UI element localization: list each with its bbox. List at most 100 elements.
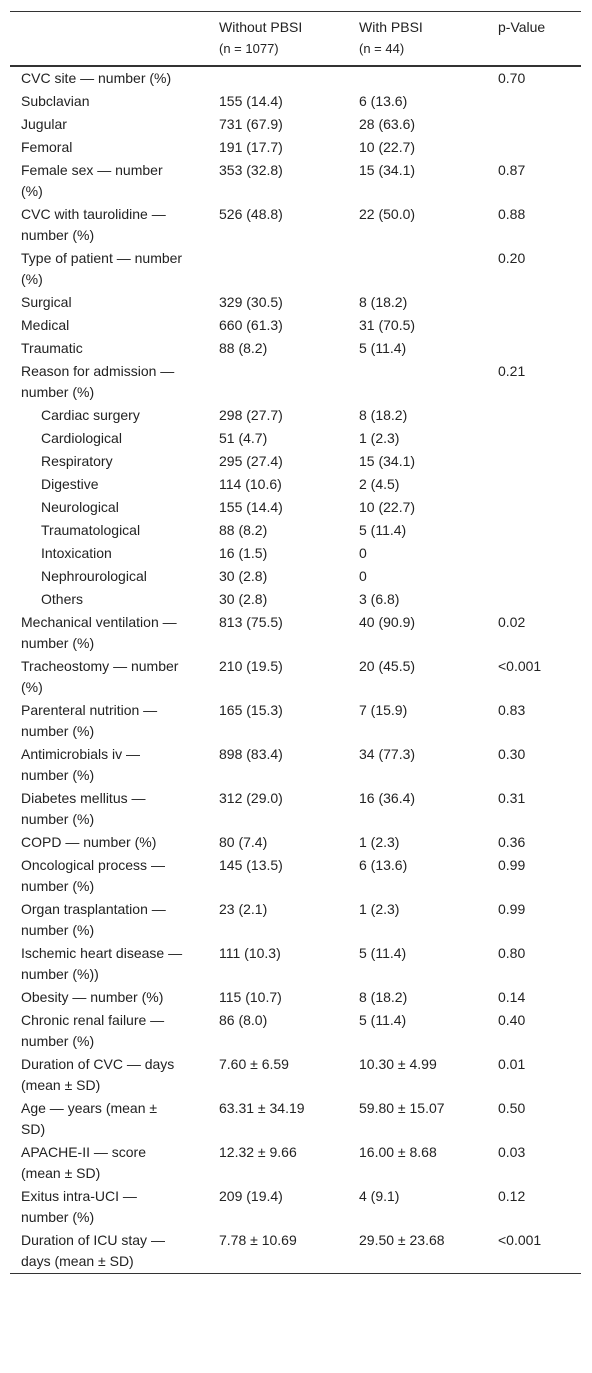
row-label: Subclavian [10,90,219,113]
cell-value: 8 (18.2) [359,989,408,1005]
label-text: CVC site — number (%) [21,70,172,86]
cell: 7.60 ± 6.59 [219,1053,359,1097]
row-label: Exitus intra-UCI — number (%) [10,1185,219,1229]
row-label: Femoral [10,136,219,159]
label-text: Female sex — number (%) [21,162,163,199]
cell: 88 (8.2) [219,519,359,542]
label-text: Femoral [21,139,73,155]
row-label: Female sex — number (%) [10,159,219,203]
label-text: Chronic renal failure — number (%) [21,1012,165,1049]
label-text: Intoxication [41,545,112,561]
header-title: p-Value [498,19,546,35]
cell-value: 165 (15.3) [219,702,283,718]
cell-value: 0.99 [498,901,526,917]
cell: 898 (83.4) [219,743,359,787]
label-text: Digestive [41,476,99,492]
row-label: CVC site — number (%) [10,66,219,90]
row-label: Traumatic [10,337,219,360]
label-text: Traumatological [41,522,141,538]
cell: 6 (13.6) [359,854,498,898]
cell: 3 (6.8) [359,588,498,611]
cell: 731 (67.9) [219,113,359,136]
label-text: Duration of ICU stay — days (mean ± SD) [21,1232,165,1269]
cell-value: 353 (32.8) [219,162,283,178]
cell [498,291,581,314]
row-label: Reason for admission — number (%) [10,360,219,404]
row-label: Diabetes mellitus — number (%) [10,787,219,831]
cell-value: 88 (8.2) [219,522,268,538]
cell-value: 59.80 ± 15.07 [359,1100,445,1116]
cell: 16 (1.5) [219,542,359,565]
table-row: Cardiological 51 (4.7) 1 (2.3) [10,427,581,450]
cell-value: 0.87 [498,162,526,178]
cell: 0 [359,542,498,565]
row-label: Others [10,588,219,611]
cell: 0.12 [498,1185,581,1229]
cell-value: 80 (7.4) [219,834,268,850]
row-label: Antimicrobials iv — number (%) [10,743,219,787]
data-table: Without PBSI (n = 1077) With PBSI (n = 44) p… [10,11,581,1274]
cell-value: 0 [359,545,367,561]
cell: 0.99 [498,898,581,942]
label-text: Parenteral nutrition — number (%) [21,702,158,739]
table-row: COPD — number (%) 80 (7.4) 1 (2.3) 0.36 [10,831,581,854]
cell: 0.50 [498,1097,581,1141]
cell: 0.87 [498,159,581,203]
cell-value: 813 (75.5) [219,614,283,630]
cell-value: 898 (83.4) [219,746,283,762]
label-text: Organ trasplantation — number (%) [21,901,166,938]
table-header: Without PBSI (n = 1077) With PBSI (n = 44) p… [10,11,581,66]
cell-value: 312 (29.0) [219,790,283,806]
table-row: Parenteral nutrition — number (%) 165 (15… [10,699,581,743]
cell-value: 0.12 [498,1188,526,1204]
cell: 312 (29.0) [219,787,359,831]
cell: 115 (10.7) [219,986,359,1009]
table-row: Intoxication 16 (1.5) 0 [10,542,581,565]
row-label: Obesity — number (%) [10,986,219,1009]
cell: 329 (30.5) [219,291,359,314]
label-text: Jugular [21,116,67,132]
table-row: Subclavian 155 (14.4) 6 (13.6) [10,90,581,113]
cell-value: 5 (11.4) [359,945,407,961]
cell-value: 10 (22.7) [359,139,416,155]
row-label: Organ trasplantation — number (%) [10,898,219,942]
cell: 155 (14.4) [219,90,359,113]
table-row: Medical 660 (61.3) 31 (70.5) [10,314,581,337]
cell: 210 (19.5) [219,655,359,699]
cell-value: 16 (1.5) [219,545,268,561]
row-label: Surgical [10,291,219,314]
cell-value: 0.02 [498,614,526,630]
cell: 20 (45.5) [359,655,498,699]
table-row: CVC site — number (%) 0.70 [10,66,581,90]
cell-value: 34 (77.3) [359,746,416,762]
table-row: Duration of ICU stay — days (mean ± SD) 7… [10,1229,581,1274]
cell-value: 10.30 ± 4.99 [359,1056,437,1072]
table-body: CVC site — number (%) 0.70 Subclavian 155 (… [10,66,581,1274]
cell-value: 0.83 [498,702,526,718]
cell-value: 145 (13.5) [219,857,283,873]
cell-value: 3 (6.8) [359,591,400,607]
cell-value: 114 (10.6) [219,476,282,492]
cell [498,519,581,542]
cell-value: 8 (18.2) [359,294,408,310]
row-label: Neurological [10,496,219,519]
table-row: Traumatological 88 (8.2) 5 (11.4) [10,519,581,542]
cell: 209 (19.4) [219,1185,359,1229]
header-title: Without PBSI [219,19,303,35]
cell-value: 111 (10.3) [219,945,281,961]
cell-value: 526 (48.8) [219,206,283,222]
label-text: Medical [21,317,70,333]
table-row: Nephrourological 30 (2.8) 0 [10,565,581,588]
cell [498,588,581,611]
cell-value: 7.60 ± 6.59 [219,1056,289,1072]
cell: 10 (22.7) [359,496,498,519]
cell-value: 0.14 [498,989,526,1005]
label-text: Obesity — number (%) [21,989,164,1005]
header-row: Without PBSI (n = 1077) With PBSI (n = 44) p… [10,11,581,66]
label-text: Duration of CVC — days (mean ± SD) [21,1056,175,1093]
table-row: Femoral 191 (17.7) 10 (22.7) [10,136,581,159]
cell [359,66,498,90]
cell: 111 (10.3) [219,942,359,986]
label-text: Mechanical ventilation — number (%) [21,614,177,651]
label-text: Respiratory [41,453,113,469]
